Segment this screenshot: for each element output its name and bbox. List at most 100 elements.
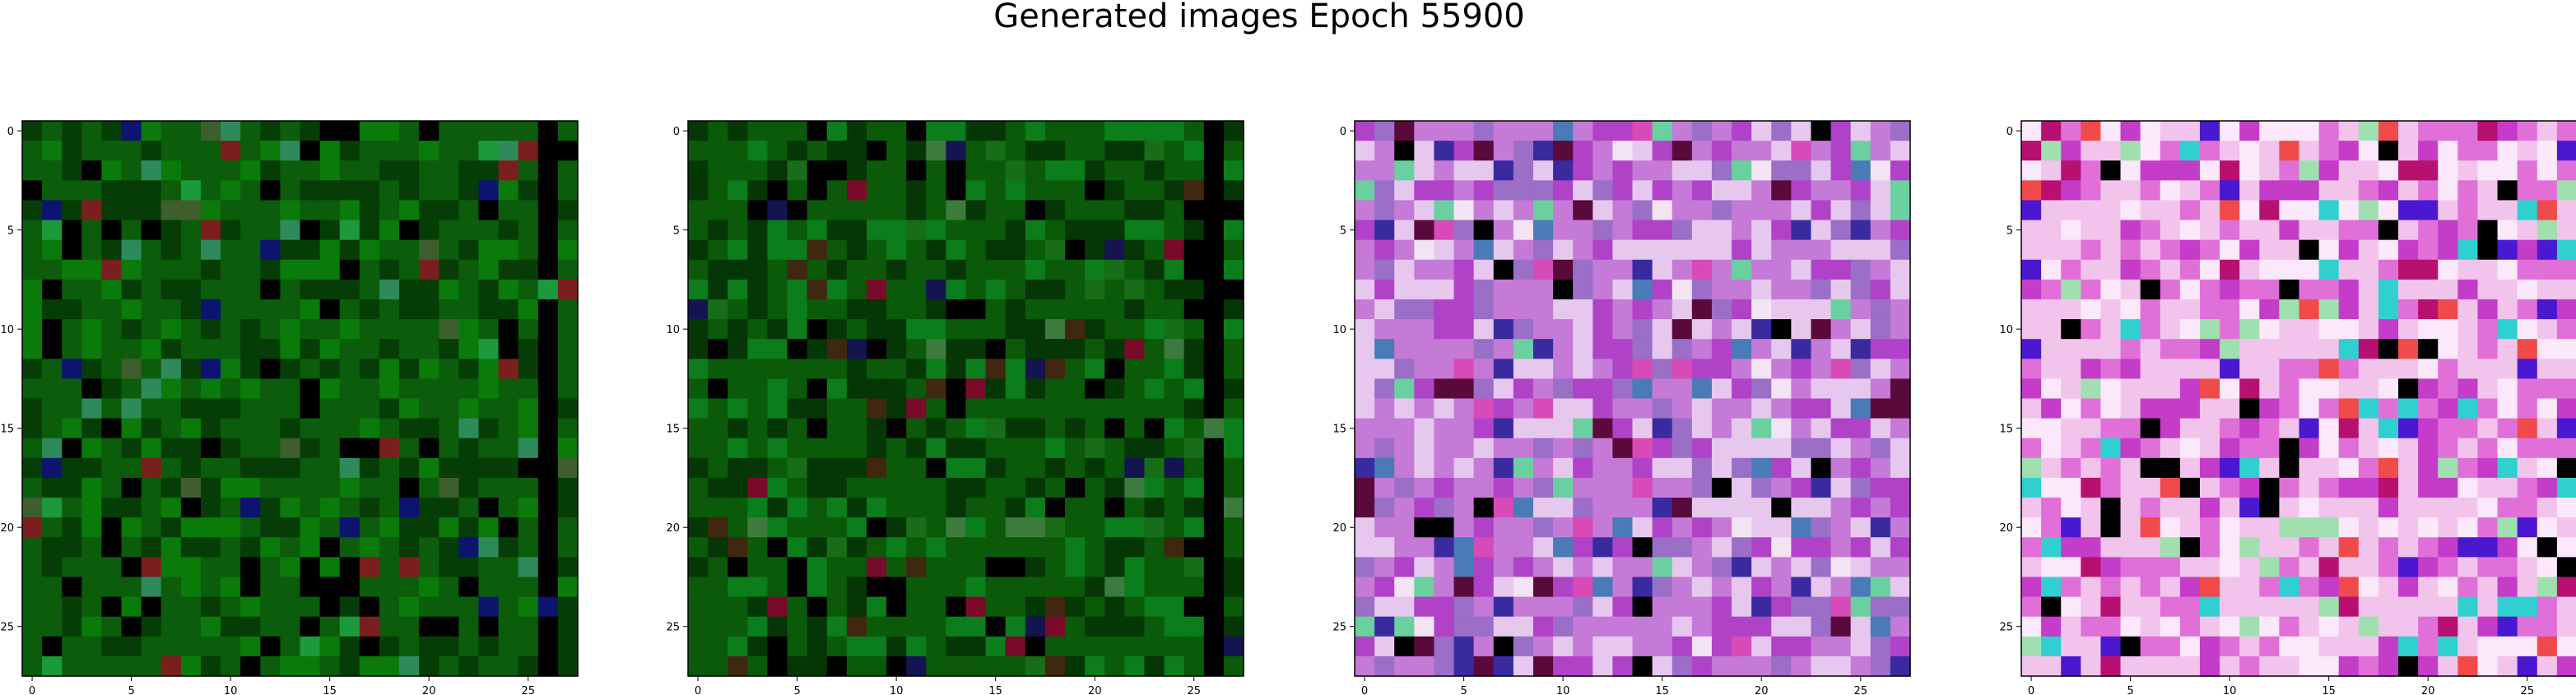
pixel-cell <box>300 378 321 400</box>
pixel-cell <box>2338 180 2360 202</box>
pixel-cell <box>518 457 539 479</box>
pixel-cell <box>2517 457 2538 479</box>
pixel-cell <box>200 279 221 300</box>
pixel-cell <box>1632 656 1653 677</box>
pixel-cell <box>419 160 439 181</box>
pixel-cell <box>1850 339 1872 359</box>
pixel-cell <box>42 636 63 657</box>
pixel-cell <box>1672 498 1693 518</box>
pixel-cell <box>2338 319 2360 340</box>
pixel-cell <box>2220 596 2240 618</box>
pixel-cell <box>826 319 848 340</box>
pixel-cell <box>946 279 967 300</box>
pixel-cell <box>2140 517 2161 538</box>
pixel-cell <box>1593 636 1613 657</box>
pixel-cell <box>688 319 709 340</box>
pixel-cell <box>498 418 519 439</box>
pixel-cell <box>1612 537 1634 558</box>
pixel-cell <box>1183 596 1205 618</box>
pixel-cell <box>478 141 500 161</box>
pixel-cell <box>1065 299 1086 320</box>
pixel-cell <box>2497 279 2518 300</box>
pixel-cell <box>260 418 281 439</box>
pixel-cell <box>2318 537 2340 558</box>
pixel-cell <box>2140 457 2161 479</box>
pixel-cell <box>1374 418 1395 439</box>
pixel-cell <box>1632 339 1653 359</box>
pixel-cell <box>379 577 400 598</box>
pixel-cell <box>866 180 887 202</box>
pixel-cell <box>2556 477 2576 498</box>
pixel-cell <box>1104 239 1125 261</box>
pixel-cell <box>101 200 123 221</box>
pixel-cell <box>1104 200 1125 221</box>
pixel-cell <box>2179 319 2201 340</box>
pixel-cell <box>2199 378 2220 400</box>
pixel-cell <box>747 557 769 578</box>
pixel-cell <box>1223 457 1244 479</box>
pixel-cell <box>2041 636 2062 657</box>
pixel-cell <box>518 180 539 202</box>
pixel-cell <box>2179 378 2201 400</box>
pixel-cell <box>458 596 480 618</box>
pixel-cell <box>557 537 579 558</box>
pixel-cell <box>2199 279 2220 300</box>
pixel-cell <box>1044 457 1066 479</box>
pixel-cell <box>1573 180 1593 202</box>
pixel-cell <box>1513 378 1534 400</box>
pixel-cell <box>1044 616 1066 637</box>
pixel-cell <box>1830 477 1852 498</box>
pixel-cell <box>2318 279 2340 300</box>
pixel-cell <box>926 239 946 261</box>
pixel-cell <box>1164 398 1185 419</box>
pixel-cell <box>1124 220 1146 241</box>
pixel-cell <box>379 517 400 538</box>
pixel-cell <box>886 398 907 419</box>
pixel-cell <box>2497 636 2518 657</box>
pixel-cell <box>2160 121 2181 141</box>
pixel-cell <box>399 498 420 518</box>
pixel-cell <box>1453 239 1475 261</box>
pixel-cell <box>419 180 439 202</box>
pixel-cell <box>1830 498 1852 518</box>
pixel-cell <box>62 259 82 280</box>
pixel-cell <box>747 259 769 280</box>
pixel-cell <box>221 457 241 479</box>
pixel-cell <box>141 259 162 280</box>
pixel-cell <box>1870 596 1891 618</box>
pixel-cell <box>240 438 261 459</box>
pixel-cell <box>2041 339 2062 359</box>
pixel-cell <box>1751 239 1772 261</box>
pixel-cell <box>846 339 867 359</box>
pixel-cell <box>339 498 360 518</box>
pixel-cell <box>1124 596 1146 618</box>
pixel-cell <box>1355 577 1375 598</box>
pixel-cell <box>1870 498 1891 518</box>
pixel-cell <box>42 378 63 400</box>
pixel-cell <box>1394 477 1415 498</box>
pixel-cell <box>1124 239 1146 261</box>
pixel-cell <box>747 517 769 538</box>
pixel-cell <box>1104 160 1125 181</box>
pixel-cell <box>1652 418 1673 439</box>
pixel-cell <box>926 537 946 558</box>
pixel-cell <box>1065 220 1086 241</box>
pixel-cell <box>866 438 887 459</box>
pixel-cell <box>1672 398 1693 419</box>
pixel-cell <box>1632 636 1653 657</box>
pixel-cell <box>339 517 360 538</box>
pixel-cell <box>1890 279 1911 300</box>
pixel-cell <box>985 457 1007 479</box>
pixel-cell <box>101 180 123 202</box>
pixel-cell <box>2556 299 2576 320</box>
pixel-cell <box>2220 299 2240 320</box>
pixel-cell <box>708 537 728 558</box>
pixel-cell <box>2179 200 2201 221</box>
y-tick-label: 5 <box>1340 225 1346 238</box>
pixel-cell <box>300 200 321 221</box>
pixel-cell <box>1355 160 1375 181</box>
pixel-cell <box>200 616 221 637</box>
pixel-cell <box>1394 418 1415 439</box>
pixel-cell <box>1751 557 1772 578</box>
pixel-cell <box>2418 557 2439 578</box>
